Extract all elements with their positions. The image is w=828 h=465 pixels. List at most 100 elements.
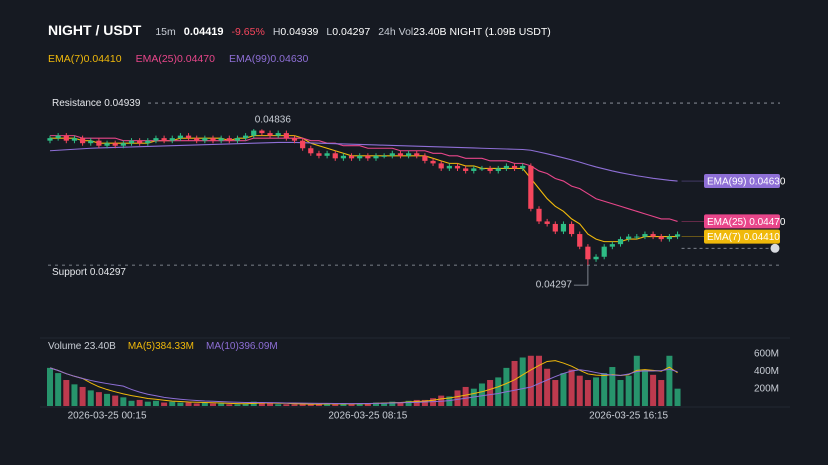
- volume-bar: [71, 384, 78, 406]
- candle-body: [357, 155, 363, 159]
- candle-body: [104, 143, 110, 146]
- legend-value: 0.04630: [270, 53, 309, 65]
- candle-body: [381, 155, 387, 157]
- candle-body: [373, 155, 379, 159]
- volume-bar: [112, 395, 119, 406]
- candle-body: [495, 168, 501, 171]
- ema-tag-value: 0.04630: [749, 176, 786, 187]
- volume-bar: [120, 397, 127, 406]
- candle-body: [479, 168, 485, 170]
- candle-body: [560, 223, 567, 232]
- candle-body: [210, 138, 216, 141]
- ema-line: [50, 135, 678, 243]
- volume-bar: [79, 386, 86, 406]
- candle-body: [544, 221, 550, 224]
- volume-bar: [552, 380, 559, 406]
- candle-body: [528, 165, 534, 209]
- candle-body: [397, 153, 404, 156]
- volume-bar: [218, 403, 225, 406]
- candle-body: [275, 133, 281, 136]
- volume-bar: [242, 403, 249, 406]
- high-annotation: 0.04836: [255, 115, 292, 126]
- ema-tag: [704, 214, 780, 229]
- candle-body: [658, 236, 664, 240]
- candle-body: [291, 138, 298, 141]
- ema-tag-label: EMA(7) 0.04410: [707, 232, 780, 243]
- volume-bar: [454, 390, 461, 406]
- volume-bar: [503, 367, 510, 406]
- volume-bar: [389, 401, 396, 406]
- candle-body: [63, 135, 69, 141]
- candle-body: [348, 155, 355, 159]
- volume-bar: [666, 355, 673, 406]
- volume-bar: [356, 403, 363, 406]
- candle-body: [585, 246, 591, 260]
- volume-bar: [63, 380, 70, 406]
- candle-body: [177, 135, 183, 139]
- ema-line: [49, 141, 678, 182]
- volume-bar: [519, 357, 526, 406]
- volume-bar: [226, 404, 233, 406]
- candle-body: [593, 256, 599, 260]
- legend-name: MA(5): [127, 341, 156, 352]
- volume-bar: [364, 403, 371, 406]
- volume-bar: [568, 369, 575, 406]
- last-price: 0.04419: [183, 26, 224, 38]
- ema-legend: EMA(7)0.04410 EMA(25)0.04470 EMA(99)0.0463…: [48, 53, 308, 65]
- volume-bar: [332, 404, 339, 406]
- candle-body: [120, 143, 126, 146]
- volume-value: 23.40B: [84, 341, 116, 352]
- interval[interactable]: 15m: [155, 26, 176, 38]
- candle-body: [569, 223, 575, 235]
- last-price-dot: [770, 243, 780, 253]
- volume-bar: [177, 402, 184, 406]
- candle-body: [617, 239, 624, 245]
- candle-body: [153, 138, 159, 141]
- candle-body: [88, 140, 94, 144]
- x-tick-label: 2026-03-25 00:15: [68, 411, 147, 422]
- ema-tag: [704, 174, 780, 189]
- candle-body: [251, 130, 257, 136]
- volume-bar: [340, 403, 347, 406]
- volume-bar: [527, 355, 534, 406]
- volume-bar: [275, 404, 282, 406]
- stat: H0.04939: [273, 26, 319, 38]
- volume-bar: [446, 396, 453, 406]
- symbol: NIGHT / USDT: [48, 22, 142, 38]
- ema-line: [50, 135, 678, 222]
- volume-bar: [324, 403, 331, 406]
- candle-body: [202, 138, 208, 141]
- candle-body: [438, 163, 444, 169]
- candle-body: [194, 138, 200, 141]
- ema-tag-name: EMA(7): [707, 232, 741, 243]
- legend-value: 396.09M: [238, 341, 278, 352]
- candle-body: [552, 223, 558, 232]
- candle-body: [406, 153, 412, 156]
- candle-body: [650, 234, 656, 237]
- legend-value: 0.04470: [177, 53, 215, 65]
- candle-body: [414, 153, 420, 156]
- candle-body: [332, 153, 338, 159]
- candle-body: [259, 130, 265, 134]
- volume-bar: [234, 404, 241, 406]
- candle-body: [642, 234, 648, 237]
- volume-bar: [593, 377, 600, 406]
- volume-legend: Volume 23.40B MA(5)384.33M MA(10)396.09M: [48, 341, 278, 352]
- volume-bar: [641, 369, 648, 406]
- candle-body: [666, 236, 672, 240]
- candle-body: [601, 246, 607, 257]
- ema-tag-name: EMA(99): [707, 176, 746, 187]
- candle-body: [80, 138, 86, 144]
- volume-bar: [495, 377, 502, 406]
- volume-bar: [405, 400, 412, 406]
- volume-bar: [258, 402, 265, 406]
- volume-tick-label: 600M: [754, 349, 779, 360]
- stat-label: 24h Vol: [378, 26, 414, 38]
- candle-body: [128, 140, 135, 144]
- candle-body: [316, 153, 322, 156]
- volume-bar: [210, 403, 216, 406]
- level-name: Support: [52, 267, 87, 278]
- header: NIGHT / USDT 15m 0.04419 -9.65% H0.04939…: [48, 22, 551, 38]
- volume-bar: [161, 402, 168, 406]
- candle-body: [454, 165, 461, 169]
